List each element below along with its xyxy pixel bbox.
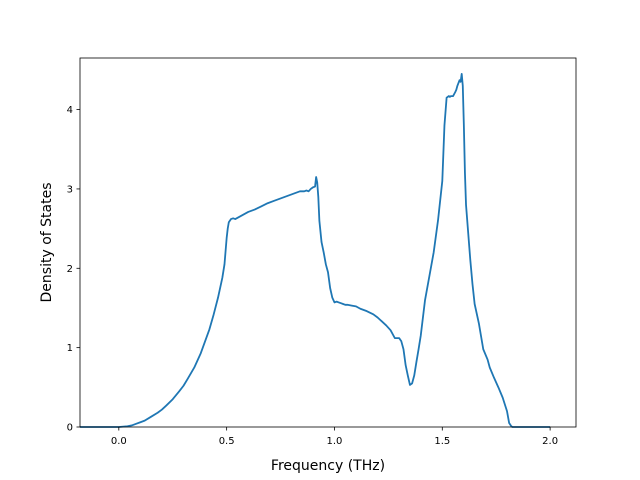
plot-area	[80, 72, 551, 428]
x-axis-title: Frequency (THz)	[271, 458, 385, 474]
y-tick-label: 0	[67, 423, 73, 434]
y-tick-label: 2	[67, 264, 73, 275]
y-tick-label: 3	[67, 184, 73, 195]
x-axis: 0.0 0.5 1.0 1.5 2.0	[111, 427, 558, 447]
x-tick-label: 0.5	[219, 436, 235, 447]
x-tick-label: 2.0	[542, 436, 558, 447]
dos-series-line-0	[80, 72, 551, 428]
x-tick-label: 0.0	[111, 436, 127, 447]
axes-frame	[79, 57, 577, 428]
y-axis-title: Density of States	[39, 183, 55, 303]
y-tick-label: 1	[67, 343, 73, 354]
y-axis: 0 1 2 3 4	[67, 105, 80, 434]
x-tick-label: 1.5	[434, 436, 450, 447]
y-tick-label: 4	[67, 105, 73, 116]
x-tick-label: 1.0	[327, 436, 343, 447]
